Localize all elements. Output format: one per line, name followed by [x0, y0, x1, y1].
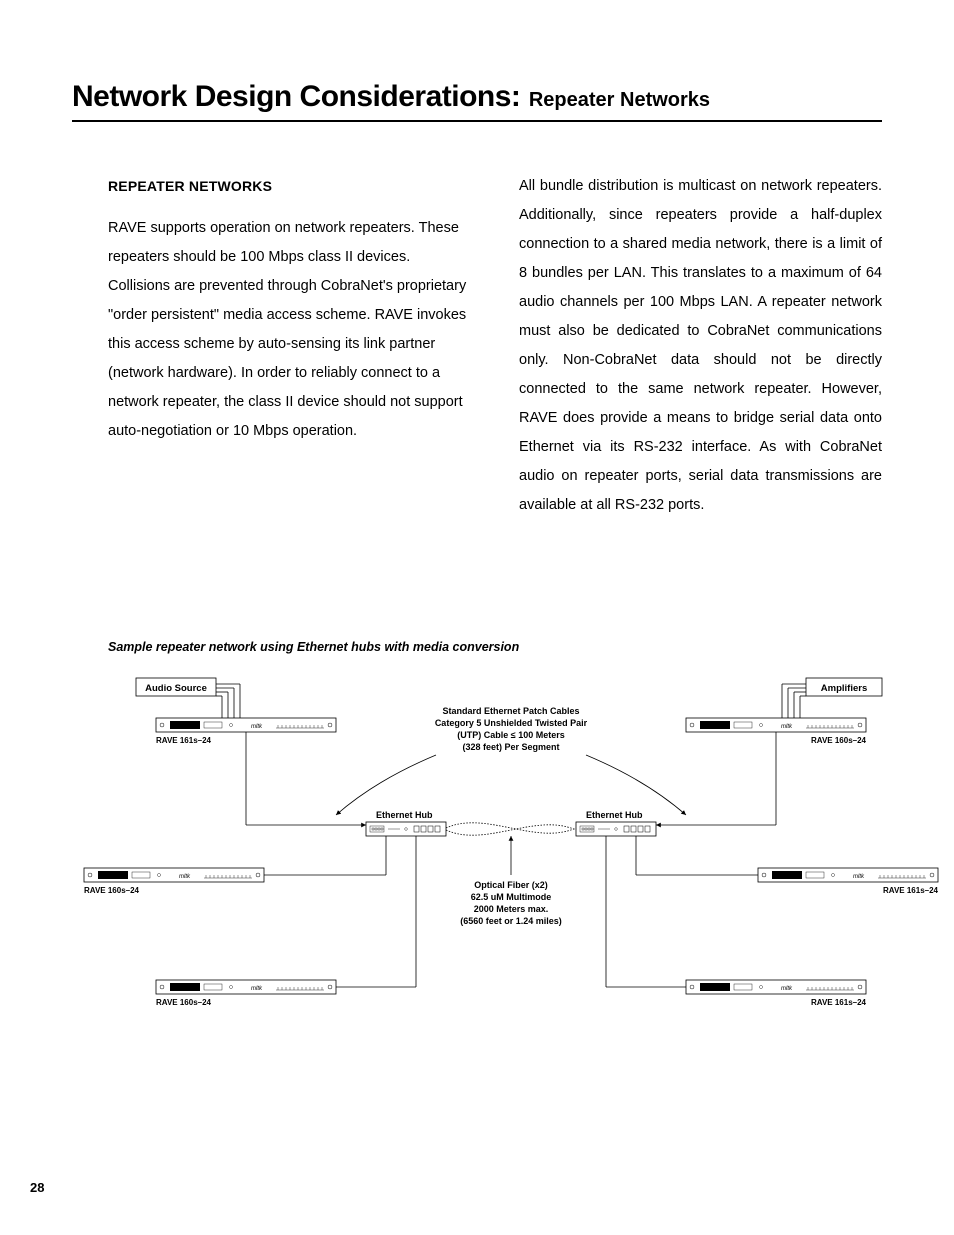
page-header: Network Design Considerations: Repeater …	[72, 80, 882, 122]
column-left: REPEATER NETWORKS RAVE supports operatio…	[108, 172, 471, 520]
col2-text: All bundle distribution is multicast on …	[519, 172, 882, 520]
fiber-l4: (6560 feet or 1.24 miles)	[460, 916, 562, 926]
page-number: 28	[30, 1180, 44, 1195]
hub-label-left: Ethernet Hub	[376, 810, 433, 820]
main-title: Network Design Considerations:	[72, 80, 520, 113]
rave-160s-bot-left	[156, 980, 336, 994]
ethernet-hub-right	[576, 822, 656, 836]
column-right: All bundle distribution is multicast on …	[519, 172, 882, 520]
col1-text: RAVE supports operation on network repea…	[108, 214, 471, 446]
rave-161s-label-mr: RAVE 161s–24	[883, 886, 939, 895]
network-diagram: mltk	[76, 670, 946, 1040]
rave-160s-mid-left	[84, 868, 264, 882]
rave-160s-label-ml: RAVE 160s–24	[84, 886, 140, 895]
fiber-l1: Optical Fiber (x2)	[474, 880, 548, 890]
rave-161s-bot-right	[686, 980, 866, 994]
patch-l4: (328 feet) Per Segment	[462, 742, 559, 752]
rave-161s-mid-right	[758, 868, 938, 882]
sub-title: Repeater Networks	[529, 89, 710, 111]
audio-source-label: Audio Source	[145, 683, 207, 694]
rave-160s-top-right	[686, 718, 866, 732]
rave-161s-label-br: RAVE 161s–24	[811, 998, 867, 1007]
amplifiers-label: Amplifiers	[821, 683, 867, 694]
section-heading: REPEATER NETWORKS	[108, 172, 471, 200]
ethernet-hub-left	[366, 822, 446, 836]
hub-label-right: Ethernet Hub	[586, 810, 643, 820]
rave-161s-label-tl: RAVE 161s–24	[156, 736, 212, 745]
patch-l1: Standard Ethernet Patch Cables	[442, 706, 579, 716]
rave-161s-top-left	[156, 718, 336, 732]
patch-l3: (UTP) Cable ≤ 100 Meters	[457, 730, 564, 740]
fiber-l3: 2000 Meters max.	[474, 904, 549, 914]
fiber-l2: 62.5 uM Multimode	[471, 892, 552, 902]
rave-160s-label-tr: RAVE 160s–24	[811, 736, 867, 745]
body-columns: REPEATER NETWORKS RAVE supports operatio…	[108, 172, 882, 520]
rave-160s-label-bl: RAVE 160s–24	[156, 998, 212, 1007]
patch-l2: Category 5 Unshielded Twisted Pair	[435, 718, 588, 728]
figure-caption: Sample repeater network using Ethernet h…	[108, 640, 882, 654]
